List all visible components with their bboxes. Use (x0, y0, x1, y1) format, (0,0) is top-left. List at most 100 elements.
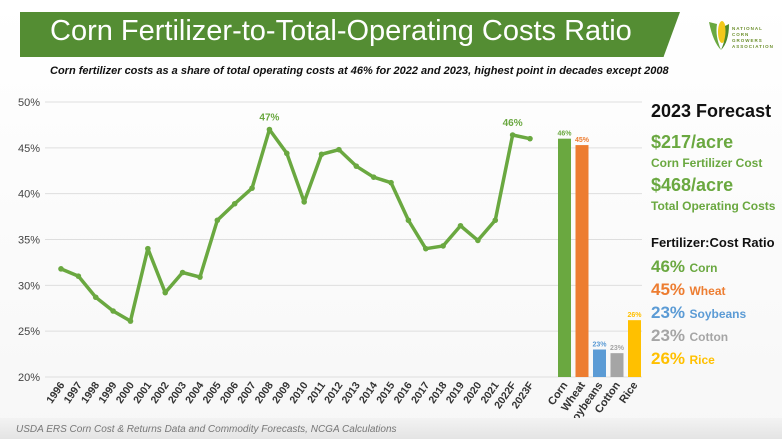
data-point (145, 245, 151, 252)
x-tick-label: 2000 (114, 380, 137, 406)
bar-label: 26% (627, 312, 642, 319)
footer-bar (0, 418, 782, 439)
ratio-pct: 23% (651, 303, 686, 322)
data-point (266, 126, 273, 133)
bar-label: 45% (575, 137, 590, 144)
x-tick-label: 1996 (44, 380, 67, 406)
ratio-pct: 45% (651, 280, 686, 299)
y-tick-label: 35% (18, 235, 40, 247)
data-point (162, 289, 169, 296)
bar-soybeans (593, 349, 606, 377)
data-point (110, 308, 116, 314)
data-point (214, 217, 221, 224)
data-point (405, 217, 412, 224)
x-tick-label: 2007 (235, 380, 258, 406)
y-tick-label: 30% (18, 280, 40, 292)
forecast-heading: 2023 Forecast (651, 101, 772, 121)
data-point (440, 243, 446, 249)
data-point (197, 274, 203, 280)
y-tick-label: 50% (18, 97, 40, 109)
data-point (475, 237, 481, 244)
ratio-crop: Rice (689, 353, 715, 367)
data-point (92, 294, 99, 301)
y-tick-label: 20% (18, 372, 40, 384)
x-tick-label: 2020 (461, 380, 484, 406)
x-tick-label: 2013 (340, 380, 363, 406)
fert-cost-label: Corn Fertilizer Cost (651, 156, 763, 170)
ratio-pct: 26% (651, 349, 686, 368)
ratio-crop: Soybeans (689, 307, 747, 321)
ratio-rice: 26% Rice (651, 349, 715, 369)
data-point (336, 146, 342, 153)
x-tick-label: 2005 (201, 380, 224, 406)
bar-corn (558, 138, 571, 377)
bar-rice (628, 320, 641, 377)
y-tick-label: 40% (18, 189, 40, 201)
source-footer: USDA ERS Corn Cost & Returns Data and Co… (16, 424, 397, 435)
ratio-pct: 46% (651, 257, 686, 276)
ratio-crop: Wheat (689, 284, 726, 298)
x-tick-label: 2015 (374, 380, 397, 406)
x-tick-label: 2019 (444, 380, 467, 406)
bar-category-label: Rice (617, 380, 640, 406)
x-tick-label: 2010 (287, 380, 310, 406)
fert-cost: $217/acre (651, 132, 734, 152)
x-tick-label: 2004 (183, 380, 206, 406)
data-point (301, 199, 307, 205)
series-line (60, 127, 531, 323)
ratio-crop: Corn (689, 261, 718, 275)
data-point (318, 151, 325, 158)
x-tick-label: 1998 (79, 380, 102, 406)
data-point (353, 163, 360, 169)
bar-label: 46% (557, 131, 572, 138)
data-point (422, 245, 429, 252)
ratio-cotton: 23% Cotton (651, 326, 728, 346)
data-label: 47% (259, 113, 279, 124)
data-point (370, 174, 377, 180)
bar-wheat (575, 145, 589, 377)
y-tick-label: 25% (18, 326, 40, 338)
data-point (527, 135, 533, 142)
total-cost: $468/acre (651, 175, 734, 195)
x-tick-label: 1999 (96, 380, 119, 406)
data-point (58, 266, 64, 272)
x-tick-label: 2016 (392, 380, 415, 406)
ncga-logo-icon (709, 21, 729, 50)
data-point (179, 269, 186, 276)
data-point (457, 222, 464, 229)
x-tick-label: 2017 (409, 380, 432, 406)
data-point (388, 179, 394, 186)
x-tick-label: 2008 (253, 380, 276, 406)
title-banner (20, 12, 680, 57)
data-point (492, 217, 499, 224)
total-cost-label: Total Operating Costs (651, 199, 776, 213)
x-tick-label: 2018 (426, 380, 449, 406)
ratio-wheat: 45% Wheat (651, 280, 725, 300)
data-point (127, 318, 134, 324)
ratio-pct: 23% (651, 326, 686, 345)
x-tick-label: 2001 (131, 380, 154, 406)
data-point (231, 200, 238, 207)
data-label: 46% (503, 118, 523, 129)
bar-label: 23% (610, 345, 625, 352)
bar-label: 23% (592, 342, 607, 349)
data-point (75, 273, 82, 279)
ratio-crop: Cotton (689, 330, 729, 344)
ratio-soybeans: 23% Soybeans (651, 303, 746, 323)
data-point (509, 132, 516, 138)
ratio-corn: 46% Corn (651, 257, 717, 277)
x-tick-label: 1997 (62, 380, 85, 406)
data-point (249, 185, 255, 191)
x-tick-label: 2009 (270, 380, 293, 406)
x-tick-label: 2006 (218, 380, 241, 406)
x-tick-label: 2012 (322, 380, 345, 406)
x-tick-label: 2003 (166, 380, 189, 406)
chart-subtitle: Corn fertilizer costs as a share of tota… (50, 65, 669, 77)
y-tick-label: 45% (18, 143, 40, 155)
data-point (284, 150, 290, 157)
x-tick-label: 2014 (357, 380, 380, 406)
ratio-heading: Fertilizer:Cost Ratio (651, 235, 775, 250)
x-tick-label: 2002 (148, 380, 171, 406)
